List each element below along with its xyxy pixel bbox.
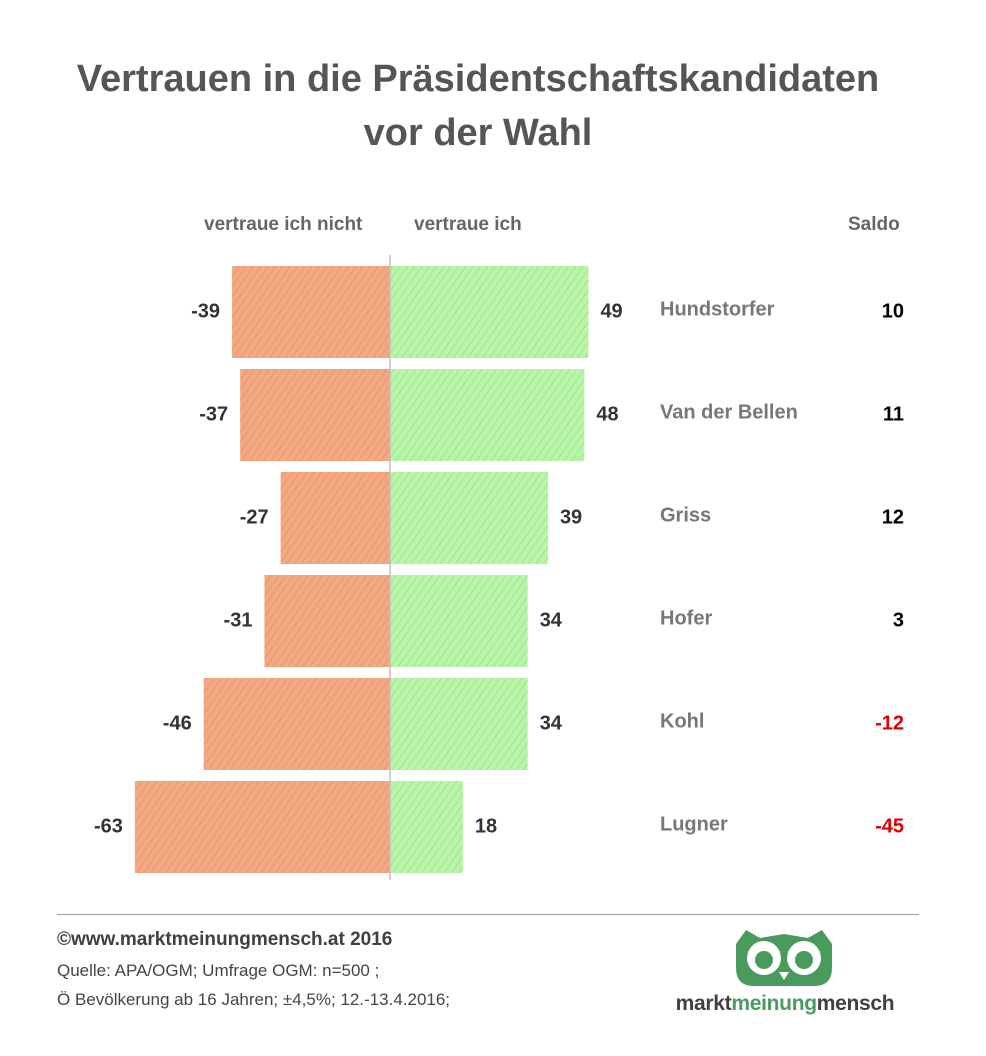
value-label-positive: 34: [540, 712, 563, 734]
bar-negative: [203, 678, 390, 770]
category-label: Hundstorfer: [660, 298, 775, 320]
footer-source-line-2: Ö Bevölkerung ab 16 Jahren; ±4,5%; 12.-1…: [57, 990, 451, 1009]
value-label-positive: 18: [475, 815, 497, 837]
header-saldo: Saldo: [848, 214, 900, 235]
value-label-negative: -37: [199, 403, 228, 425]
bar-positive: [390, 472, 548, 564]
bar-positive: [390, 678, 528, 770]
value-label-negative: -63: [94, 815, 123, 837]
diverging-bar-chart: -39 49 Hundstorfer 10 -37 48 Van der Bellen 11 -…: [94, 255, 904, 880]
owl-icon: [736, 930, 832, 986]
value-label-negative: -31: [224, 609, 253, 631]
brand-logo: marktmeinungmensch: [640, 924, 930, 1034]
brand-wordmark: marktmeinungmensch: [640, 992, 930, 1016]
saldo-value: 12: [882, 506, 904, 528]
category-label: Lugner: [660, 813, 728, 835]
value-label-positive: 39: [560, 506, 582, 528]
footer-source-line-1: Quelle: APA/OGM; Umfrage OGM: n=500 ;: [57, 961, 380, 980]
value-label-negative: -27: [240, 506, 269, 528]
title-line-2: vor der Wahl: [363, 112, 593, 154]
category-label: Van der Bellen: [660, 401, 798, 423]
brand-part-2: meinung: [731, 992, 817, 1015]
value-label-positive: 48: [596, 403, 618, 425]
category-label: Kohl: [660, 710, 704, 732]
bar-positive: [390, 575, 528, 667]
bar-negative: [240, 369, 390, 461]
value-label-positive: 34: [540, 609, 563, 631]
saldo-value: 10: [882, 300, 904, 322]
bar-positive: [390, 369, 585, 461]
bar-negative: [280, 472, 390, 564]
brand-part-1: markt: [675, 992, 732, 1015]
bar-negative: [264, 575, 390, 667]
footer-copyright: ©www.marktmeinungmensch.at 2016: [57, 929, 393, 950]
bar-negative: [232, 266, 390, 358]
chart-title: Vertrauen in die Präsidentschaftskandida…: [0, 52, 956, 160]
saldo-value: -12: [875, 712, 904, 734]
category-label: Griss: [660, 504, 711, 526]
saldo-value: -45: [875, 815, 904, 837]
value-label-negative: -39: [191, 300, 220, 322]
saldo-value: 3: [893, 609, 904, 631]
brand-part-3: mensch: [816, 992, 895, 1015]
saldo-value: 11: [883, 403, 904, 425]
header-positive: vertraue ich: [414, 214, 522, 235]
category-label: Hofer: [660, 607, 712, 629]
title-line-1: Vertrauen in die Präsidentschaftskandida…: [76, 58, 880, 100]
header-negative: vertraue ich nicht: [204, 214, 363, 235]
bar-negative: [134, 781, 390, 873]
bar-positive: [390, 266, 589, 358]
footer-divider: [57, 914, 919, 915]
value-label-positive: 49: [600, 300, 622, 322]
value-label-negative: -46: [163, 712, 192, 734]
bar-positive: [390, 781, 463, 873]
